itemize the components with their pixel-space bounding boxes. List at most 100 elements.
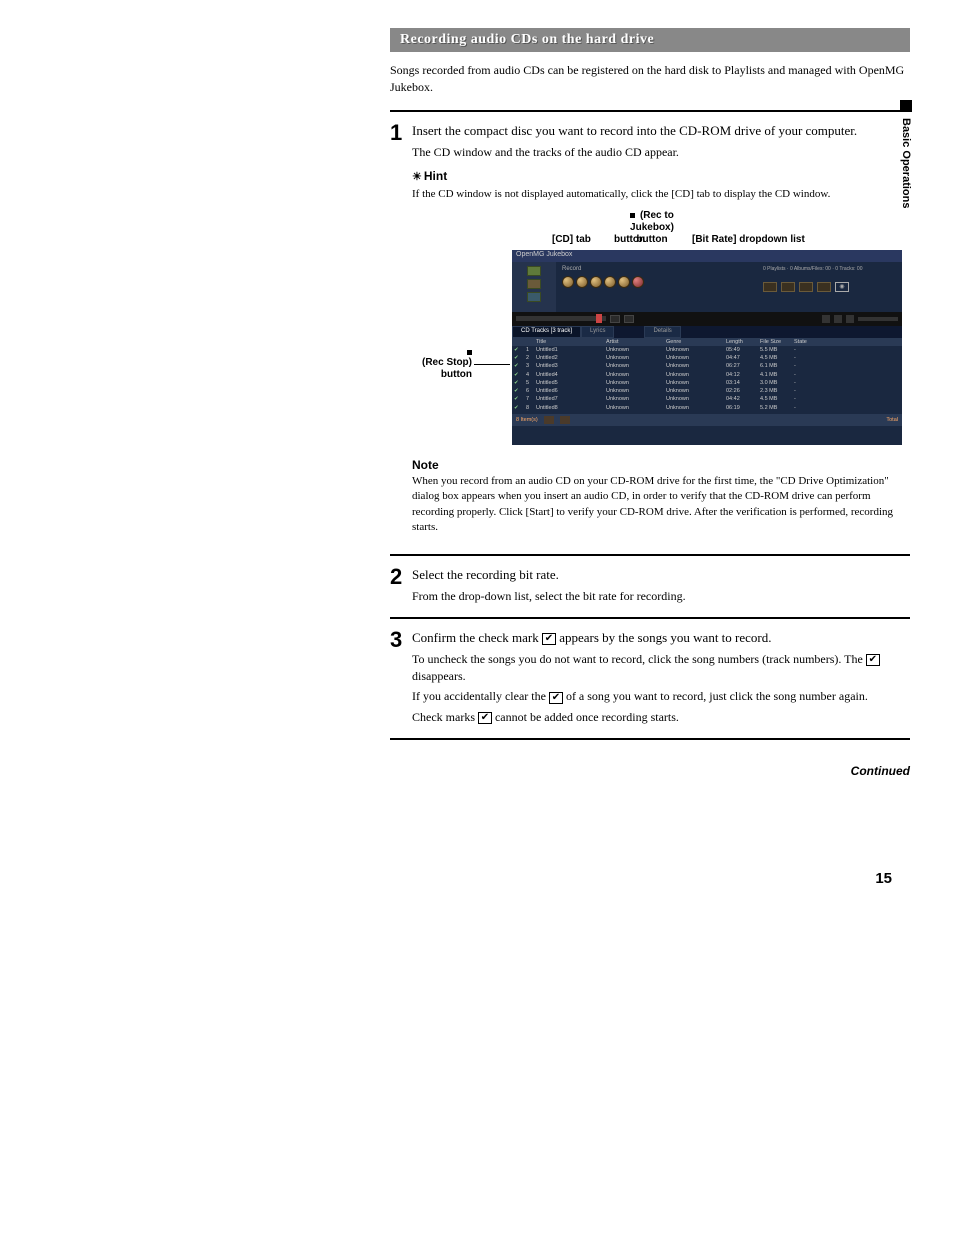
row-genre: Unknown	[666, 379, 726, 387]
row-size: 6.1 MB	[760, 362, 794, 370]
track-row[interactable]: ✔6Untitled6UnknownUnknown02:262.3 MB-	[512, 387, 902, 395]
rec-orb-4[interactable]	[604, 276, 616, 288]
track-row[interactable]: ✔5Untitled5UnknownUnknown03:143.0 MB-	[512, 379, 902, 387]
col-length: Length	[726, 339, 760, 345]
row-artist: Unknown	[606, 346, 666, 354]
rec-to-jukebox-button[interactable]	[562, 276, 574, 288]
step-sub: From the drop-down list, select the bit …	[412, 588, 910, 605]
track-row[interactable]: ✔3Untitled3UnknownUnknown06:276.1 MB-	[512, 362, 902, 370]
checkmark-icon	[866, 654, 880, 666]
row-check-icon[interactable]: ✔	[514, 379, 526, 387]
status-icon-1	[544, 416, 554, 424]
row-artist: Unknown	[606, 387, 666, 395]
row-check-icon[interactable]: ✔	[514, 362, 526, 370]
row-num: 8	[526, 404, 536, 412]
note-text: When you record from an audio CD on your…	[412, 474, 910, 536]
track-row[interactable]: ✔1Untitled1UnknownUnknown05:495.5 MB-	[512, 346, 902, 354]
row-check-icon[interactable]: ✔	[514, 354, 526, 362]
stop-button[interactable]	[624, 315, 634, 323]
row-size: 4.1 MB	[760, 371, 794, 379]
row-title: Untitled1	[536, 346, 606, 354]
row-state: -	[794, 395, 824, 403]
bitrate-dropdown[interactable]	[799, 282, 813, 292]
row-length: 04:47	[726, 354, 760, 362]
step-sub-1: To uncheck the songs you do not want to …	[412, 651, 910, 685]
seek-slider[interactable]	[516, 316, 606, 321]
mute-icon[interactable]	[846, 315, 854, 323]
step-head: Insert the compact disc you want to reco…	[412, 122, 910, 140]
label-rec-stop: (Rec Stop) button	[412, 350, 472, 381]
app-right-panel: 0 Playlists · 0 Albums/Files: 00 · 0 Tra…	[757, 262, 902, 312]
row-check-icon[interactable]: ✔	[514, 404, 526, 412]
row-artist: Unknown	[606, 395, 666, 403]
row-check-icon[interactable]: ✔	[514, 387, 526, 395]
rule	[390, 617, 910, 619]
row-num: 6	[526, 387, 536, 395]
step-1: 1 Insert the compact disc you want to re…	[390, 122, 910, 546]
track-row[interactable]: ✔4Untitled4UnknownUnknown04:124.1 MB-	[512, 371, 902, 379]
track-header: Title Artist Genre Length File Size Stat…	[512, 338, 902, 346]
row-check-icon[interactable]: ✔	[514, 346, 526, 354]
row-artist: Unknown	[606, 362, 666, 370]
col-num	[526, 339, 536, 345]
row-artist: Unknown	[606, 371, 666, 379]
app-titlebar: OpenMG Jukebox	[512, 250, 902, 262]
hint-label-text: Hint	[424, 169, 447, 183]
label-bitrate: [Bit Rate] dropdown list	[692, 234, 805, 246]
tab-cd-tracks[interactable]: CD Tracks [3 track]	[512, 326, 581, 338]
col-title: Title	[536, 339, 606, 345]
row-check-icon[interactable]: ✔	[514, 395, 526, 403]
status-right: Total	[886, 417, 898, 423]
row-state: -	[794, 387, 824, 395]
volume-slider[interactable]	[858, 317, 898, 321]
tab-details[interactable]: Details	[644, 326, 680, 338]
col-size: File Size	[760, 339, 794, 345]
mode-icon-4[interactable]	[817, 282, 831, 292]
intro-text: Songs recorded from audio CDs can be reg…	[390, 62, 910, 96]
rec-orb-2[interactable]	[576, 276, 588, 288]
row-size: 2.3 MB	[760, 387, 794, 395]
play-button[interactable]	[610, 315, 620, 323]
row-num: 1	[526, 346, 536, 354]
row-length: 02:26	[726, 387, 760, 395]
row-length: 04:12	[726, 371, 760, 379]
sidebar-playlist-icon[interactable]	[527, 279, 541, 289]
next-button[interactable]	[834, 315, 842, 323]
screenshot-diagram: (Rec to Jukebox) button [CD] tab button …	[402, 210, 910, 450]
step-number: 3	[390, 629, 412, 730]
col-genre: Genre	[666, 339, 726, 345]
step-sub-2: If you accidentally clear the of a song …	[412, 688, 910, 705]
step-head: Select the recording bit rate.	[412, 566, 910, 584]
row-title: Untitled7	[536, 395, 606, 403]
row-artist: Unknown	[606, 379, 666, 387]
prev-button[interactable]	[822, 315, 830, 323]
section-header: Recording audio CDs on the hard drive	[390, 28, 910, 52]
rec-stop-button[interactable]	[632, 276, 644, 288]
view-tabs: CD Tracks [3 track] Lyrics Details	[512, 326, 902, 338]
row-num: 2	[526, 354, 536, 362]
row-check-icon[interactable]: ✔	[514, 371, 526, 379]
sidebar-device-icon[interactable]	[527, 292, 541, 302]
row-state: -	[794, 362, 824, 370]
row-state: -	[794, 371, 824, 379]
track-row[interactable]: ✔8Untitled8UnknownUnknown06:195.2 MB-	[512, 404, 902, 412]
row-genre: Unknown	[666, 404, 726, 412]
mode-icon-2[interactable]	[781, 282, 795, 292]
row-genre: Unknown	[666, 354, 726, 362]
col-state: State	[794, 339, 824, 345]
rec-orb-5[interactable]	[618, 276, 630, 288]
row-length: 03:14	[726, 379, 760, 387]
app-main-panel: Record	[556, 262, 757, 312]
track-row[interactable]: ✔7Untitled7UnknownUnknown04:424.5 MB-	[512, 395, 902, 403]
track-row[interactable]: ✔2Untitled2UnknownUnknown04:474.5 MB-	[512, 354, 902, 362]
side-tab-label: Basic Operations	[900, 118, 912, 208]
transport-bar	[512, 312, 902, 326]
sidebar-cd-icon[interactable]	[527, 266, 541, 276]
rec-orb-3[interactable]	[590, 276, 602, 288]
checkmark-icon	[542, 633, 556, 645]
row-num: 5	[526, 379, 536, 387]
mode-icon-1[interactable]	[763, 282, 777, 292]
step-number: 2	[390, 566, 412, 609]
status-bar: 8 Item(s) Total	[512, 414, 902, 426]
tab-lyrics[interactable]: Lyrics	[581, 326, 614, 338]
